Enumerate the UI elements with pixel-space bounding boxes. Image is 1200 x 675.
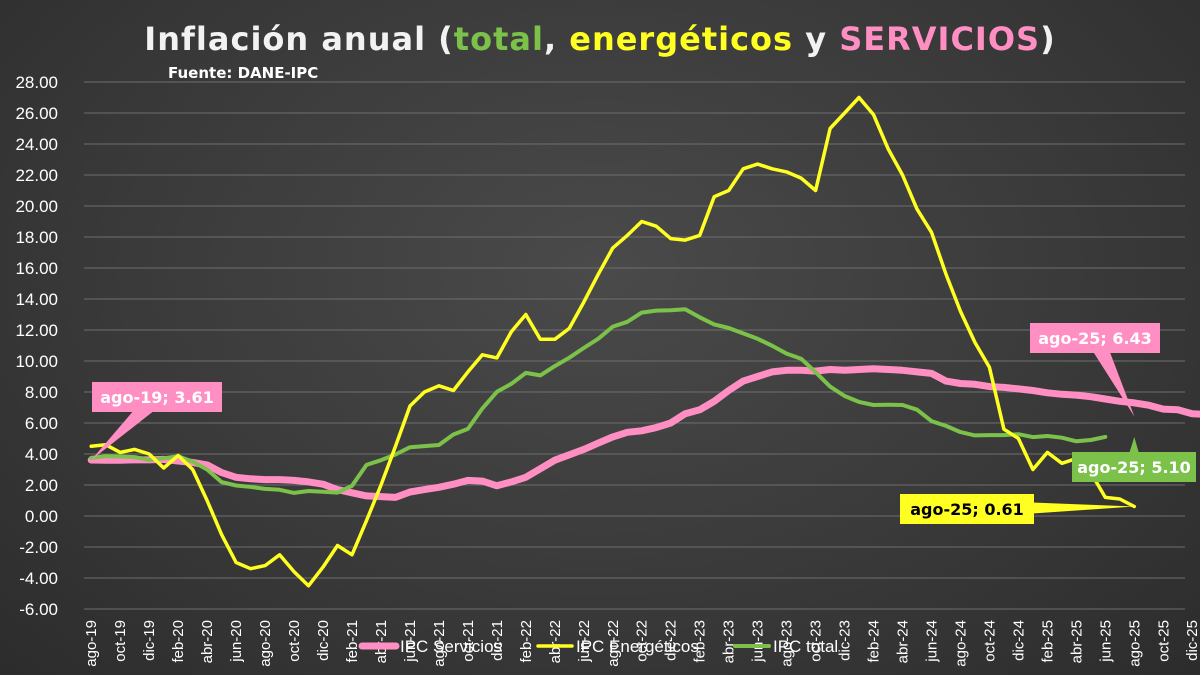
x-tick-label: jun-21 (402, 620, 419, 663)
x-tick-label: feb-23 (692, 620, 709, 663)
grid-lines (84, 81, 1185, 610)
legend-item-total: IPC total (733, 637, 838, 656)
x-tick-label: abr-21 (373, 620, 390, 663)
y-tick-label: 26.00 (15, 104, 58, 123)
x-tick-label: dic-25 (1184, 620, 1200, 661)
y-tick-label: -6.00 (19, 600, 58, 619)
x-tick-label: oct-19 (112, 620, 129, 662)
x-tick-label: ago-24 (952, 620, 969, 667)
callout-box (1030, 323, 1160, 353)
callout-total: ago-25; 5.10 (1072, 436, 1196, 482)
y-tick-label: 4.00 (25, 445, 58, 464)
x-axis-ticks: ago-19 oct-19 dic-19 feb-20 abr-20 jun-20 ago-… (83, 620, 1200, 667)
legend-item-servicios: IPC Servicios (358, 637, 502, 656)
callout-servicios: ago-19; 3.61 (91, 382, 222, 461)
x-tick-label: dic-21 (489, 620, 506, 661)
x-tick-label: feb-20 (170, 620, 187, 663)
callout-box (900, 494, 1034, 524)
legend-item-energeticos: IPC Energéticos (536, 637, 699, 656)
callout-servicios: ago-25; 6.43 (1030, 323, 1160, 417)
callout-energeticos: ago-25; 0.61 (900, 494, 1135, 524)
x-tick-label: dic-22 (663, 620, 680, 661)
y-tick-label: 0.00 (25, 507, 58, 526)
title-part-0: Inflación anual ( (144, 20, 454, 58)
y-tick-label: 12.00 (15, 321, 58, 340)
x-tick-label: ago-21 (431, 620, 448, 667)
y-tick-label: 6.00 (25, 414, 58, 433)
x-tick-label: jun-22 (576, 620, 593, 663)
y-tick-label: 8.00 (25, 383, 58, 402)
x-tick-label: dic-19 (141, 620, 158, 661)
y-tick-label: -4.00 (19, 569, 58, 588)
x-tick-label: ago-20 (257, 620, 274, 667)
annotations: ago-19; 3.61 ago-25; 6.43 ago-25; 5.10 ago-… (91, 323, 1196, 524)
x-tick-label: feb-25 (1039, 620, 1056, 663)
x-tick-label: abr-20 (199, 620, 216, 663)
x-tick-label: dic-20 (315, 620, 332, 661)
y-tick-label: -2.00 (19, 538, 58, 557)
x-tick-label: ago-19 (83, 620, 100, 667)
y-tick-label: 22.00 (15, 166, 58, 185)
callout-label: ago-25; 5.10 (1077, 458, 1191, 477)
x-tick-label: oct-23 (808, 620, 825, 662)
y-tick-label: 16.00 (15, 259, 58, 278)
title-part-3: energéticos (569, 20, 793, 58)
y-tick-label: 2.00 (25, 476, 58, 495)
callout-label: ago-25; 0.61 (910, 500, 1024, 519)
y-tick-label: 24.00 (15, 135, 58, 154)
y-tick-label: 18.00 (15, 228, 58, 247)
series-line-servicios (87, 365, 1200, 501)
title-part-2: , (544, 20, 569, 58)
legend: IPC Servicios IPC Energéticos IPC total (358, 637, 838, 656)
x-tick-label: ago-23 (779, 620, 796, 667)
callout-pointer (1086, 333, 1135, 417)
series-line-energeticos (89, 95, 1137, 588)
title-part-5: SERVICIOS (839, 20, 1040, 58)
title-part-4: y (793, 20, 839, 58)
callout-label: ago-19; 3.61 (100, 388, 214, 407)
x-tick-label: feb-21 (344, 620, 361, 663)
callout-box (92, 382, 222, 412)
title-part-1: total (454, 20, 544, 58)
title-part-6: ) (1040, 20, 1056, 58)
x-tick-label: abr-22 (547, 620, 564, 663)
x-tick-label: jun-23 (750, 620, 767, 663)
x-tick-label: dic-23 (837, 620, 854, 661)
y-tick-label: 14.00 (15, 290, 58, 309)
x-tick-label: jun-24 (923, 620, 940, 663)
legend-label: IPC total (773, 637, 838, 656)
series-line-total (89, 307, 1108, 495)
x-tick-label: dic-24 (1010, 620, 1027, 661)
legend-label: IPC Servicios (400, 637, 502, 656)
x-tick-label: oct-21 (460, 620, 477, 662)
callout-label: ago-25; 6.43 (1038, 329, 1152, 348)
x-tick-label: abr-25 (1068, 620, 1085, 663)
chart-subtitle: Fuente: DANE-IPC (168, 64, 318, 82)
x-tick-label: ago-22 (605, 620, 622, 667)
x-tick-label: feb-22 (518, 620, 535, 663)
y-tick-label: 20.00 (15, 197, 58, 216)
legend-label: IPC Energéticos (576, 637, 699, 656)
x-tick-label: abr-23 (721, 620, 738, 663)
series-lines (87, 95, 1200, 588)
x-tick-label: oct-20 (286, 620, 303, 662)
x-tick-label: jun-20 (228, 620, 245, 663)
callout-box (1072, 452, 1196, 482)
x-tick-label: feb-24 (866, 620, 883, 663)
x-tick-label: oct-24 (981, 620, 998, 662)
x-tick-label: oct-22 (634, 620, 651, 662)
x-tick-label: oct-25 (1155, 620, 1172, 662)
y-axis-ticks: -6.00 -4.00 -2.00 0.00 2.00 4.00 6.00 8.00 10.00… (15, 73, 58, 619)
chart-title: Inflación anual (total, energéticos y SE… (144, 20, 1055, 58)
x-tick-label: abr-24 (895, 620, 912, 663)
x-tick-label: ago-25 (1126, 620, 1143, 667)
y-tick-label: 28.00 (15, 73, 58, 92)
x-tick-label: jun-25 (1097, 620, 1114, 663)
y-tick-label: 10.00 (15, 352, 58, 371)
